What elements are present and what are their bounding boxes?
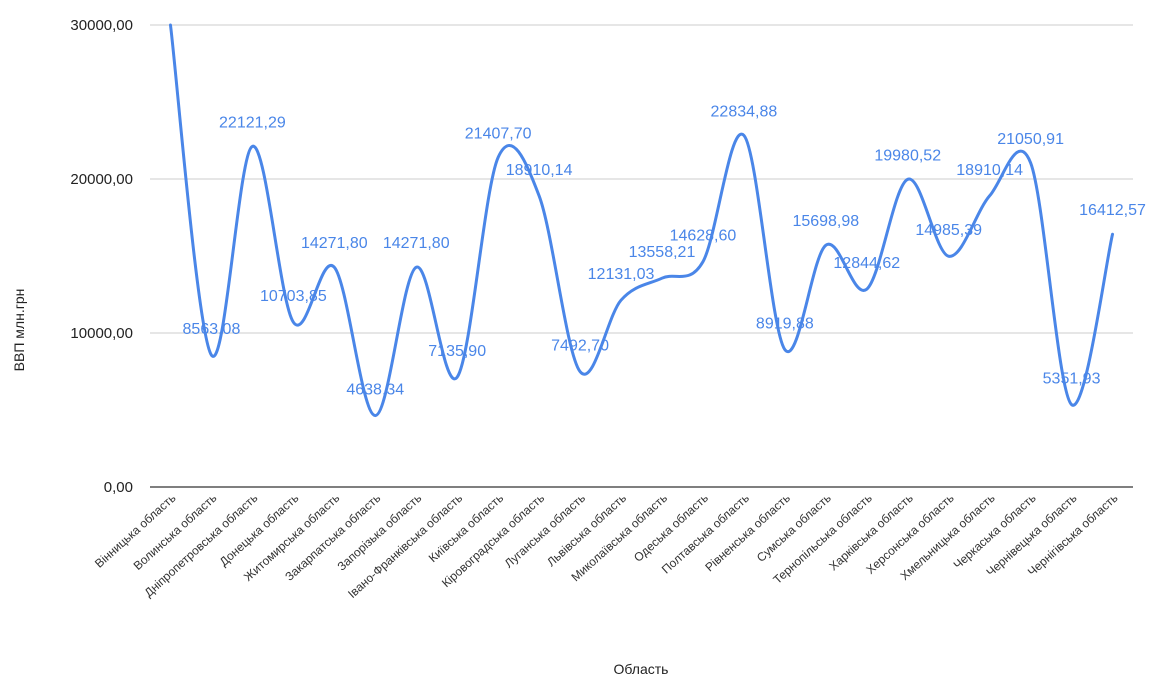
data-label: 16412,57 — [1079, 202, 1146, 219]
data-point — [168, 23, 172, 27]
y-tick-label: 20000,00 — [70, 171, 133, 188]
y-tick-label: 0,00 — [104, 479, 133, 496]
data-point — [865, 287, 869, 291]
data-label: 14271,80 — [383, 235, 450, 252]
x-tick-label: Сумська область — [754, 491, 834, 565]
data-label: 8919,88 — [756, 316, 814, 333]
data-label: 13558,21 — [629, 244, 696, 261]
y-axis-title: ВВП млн.грн — [11, 289, 27, 372]
data-label: 14271,80 — [301, 235, 368, 252]
data-label: 18910,14 — [506, 162, 573, 179]
data-point — [1029, 161, 1033, 165]
data-labels: 8563,08 22121,29 10703,85 14271,80 4638,34 14… — [183, 103, 1146, 398]
x-tick-label: Київська область — [426, 491, 506, 565]
data-point — [496, 155, 500, 159]
series-line-vvp — [168, 23, 1115, 418]
data-point — [1111, 232, 1115, 236]
data-label: 19980,52 — [874, 147, 941, 164]
x-tick-label: Одеська область — [631, 491, 711, 565]
data-point — [619, 298, 623, 302]
data-point — [578, 370, 582, 374]
y-tick-label: 30000,00 — [70, 17, 133, 34]
data-label: 14985,39 — [915, 222, 982, 239]
data-point — [988, 194, 992, 198]
data-point — [414, 265, 418, 269]
data-point — [660, 276, 664, 280]
data-label: 21407,70 — [465, 125, 532, 142]
data-label: 12844,62 — [833, 255, 900, 272]
data-point — [373, 414, 377, 418]
data-label: 18910,14 — [956, 162, 1023, 179]
gridlines — [150, 24, 1133, 334]
data-label: 7135,90 — [428, 343, 486, 360]
y-axis-ticks: 0,00 10000,00 20000,00 30000,00 — [70, 17, 133, 496]
data-label: 10703,85 — [260, 288, 327, 305]
data-point — [537, 194, 541, 198]
data-label: 12131,03 — [588, 266, 655, 283]
data-points — [168, 23, 1114, 418]
x-axis-title: Область — [614, 661, 669, 677]
data-point — [947, 254, 951, 258]
data-label: 4638,34 — [346, 382, 404, 399]
data-label: 22121,29 — [219, 114, 286, 131]
data-point — [824, 243, 828, 247]
data-point — [209, 353, 213, 357]
data-point — [906, 177, 910, 181]
data-point — [742, 133, 746, 137]
data-point — [455, 375, 459, 379]
data-point — [291, 320, 295, 324]
data-label: 22834,88 — [711, 103, 778, 120]
data-label: 5351,93 — [1043, 371, 1101, 388]
data-label: 14628,60 — [670, 228, 737, 245]
data-label: 8563,08 — [183, 321, 241, 338]
data-point — [783, 348, 787, 352]
y-tick-label: 10000,00 — [70, 325, 133, 342]
data-point — [250, 144, 254, 148]
data-point — [332, 265, 336, 269]
data-label: 21050,91 — [997, 131, 1064, 148]
data-point — [701, 260, 705, 264]
data-label: 7492,70 — [551, 338, 609, 355]
data-label: 15698,98 — [792, 213, 859, 230]
data-point — [1070, 403, 1074, 407]
